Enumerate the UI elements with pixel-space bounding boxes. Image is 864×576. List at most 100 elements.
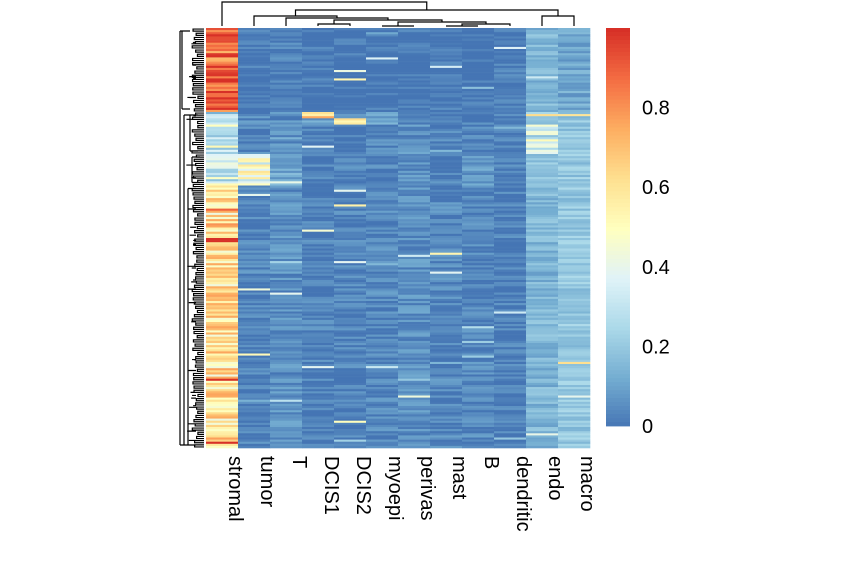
heatmap-cell: [526, 313, 559, 316]
heatmap-cell: [430, 319, 463, 323]
heatmap-cell: [334, 137, 367, 140]
heatmap-cell: [526, 332, 559, 335]
heatmap-cell: [494, 181, 527, 184]
heatmap-cell: [398, 408, 431, 411]
heatmap-cell: [270, 437, 303, 440]
heatmap-cell: [526, 364, 559, 367]
heatmap-cell: [366, 359, 399, 363]
heatmap-cell: [398, 76, 431, 79]
colorbar-segment: [606, 91, 630, 97]
heatmap-cell: [270, 130, 303, 134]
heatmap-cell: [398, 424, 431, 428]
heatmap-cell: [462, 177, 495, 180]
heatmap-cell: [270, 55, 303, 58]
heatmap-cell: [398, 193, 431, 197]
heatmap-cell: [302, 227, 335, 230]
heatmap-cell: [270, 382, 303, 386]
colorbar-segment: [606, 318, 630, 323]
heatmap-cell: [334, 351, 367, 354]
heatmap-cell: [430, 59, 463, 62]
heatmap-cell: [334, 254, 367, 258]
heatmap-cell: [206, 286, 239, 289]
heatmap-cell: [430, 418, 463, 421]
heatmap-cell: [494, 410, 527, 413]
heatmap-cell: [430, 200, 463, 203]
heatmap-cell: [398, 217, 431, 220]
heatmap-cell: [334, 38, 367, 41]
heatmap-cell: [366, 326, 399, 329]
heatmap-cell: [334, 324, 367, 327]
heatmap-cell: [526, 200, 559, 203]
heatmap-cell: [558, 309, 591, 312]
heatmap-cell: [270, 338, 303, 342]
heatmap-cell: [302, 233, 335, 237]
heatmap-cell: [206, 53, 239, 56]
heatmap-cell: [398, 376, 431, 379]
heatmap-cell: [334, 385, 367, 388]
heatmap-cell: [238, 231, 271, 235]
heatmap-cell: [430, 406, 463, 409]
heatmap-cell: [366, 372, 399, 375]
heatmap-cell: [558, 315, 591, 319]
heatmap-cell: [302, 254, 335, 258]
heatmap-cell: [462, 301, 495, 304]
heatmap-cell: [206, 427, 239, 430]
heatmap-cell: [526, 393, 559, 396]
heatmap-cell: [238, 189, 271, 193]
heatmap-cell: [494, 317, 527, 321]
heatmap-cell: [526, 70, 559, 73]
heatmap-cell: [238, 91, 271, 94]
heatmap-cell: [526, 82, 559, 85]
heatmap-cell: [206, 164, 239, 167]
heatmap-cell: [366, 349, 399, 352]
heatmap-cell: [398, 380, 431, 384]
heatmap-cell: [494, 244, 527, 247]
heatmap-cell: [558, 97, 591, 100]
heatmap-cell: [334, 118, 367, 121]
heatmap-cell: [462, 340, 495, 344]
heatmap-cell: [302, 34, 335, 37]
heatmap-cell: [270, 217, 303, 220]
heatmap-cell: [270, 51, 303, 54]
heatmap-cell: [238, 275, 271, 279]
heatmap-cell: [430, 389, 463, 392]
colorbar-segment: [606, 171, 630, 176]
heatmap-cell: [558, 271, 591, 274]
heatmap-cell: [334, 109, 367, 113]
heatmap-cell: [462, 112, 495, 115]
colorbar-segment: [606, 358, 630, 363]
heatmap-cell: [302, 160, 335, 163]
heatmap-cell: [270, 135, 303, 138]
heatmap-cell: [398, 46, 431, 50]
heatmap-cell: [206, 124, 239, 127]
heatmap-cell: [206, 380, 239, 384]
heatmap-cell: [558, 282, 591, 285]
heatmap-cell: [302, 349, 335, 352]
heatmap-cell: [206, 324, 239, 327]
heatmap-cell: [302, 391, 335, 394]
heatmap-cell: [206, 147, 239, 151]
heatmap-cell: [302, 395, 335, 398]
heatmap-cell: [558, 280, 591, 283]
heatmap-cell: [270, 67, 303, 71]
heatmap-cell: [270, 265, 303, 268]
heatmap-cell: [366, 34, 399, 37]
colorbar-tick-label: 0.6: [642, 177, 670, 199]
heatmap-cell: [430, 380, 463, 384]
heatmap-cell: [558, 298, 591, 302]
heatmap-cell: [206, 166, 239, 169]
heatmap-cell: [430, 154, 463, 157]
heatmap-cell: [366, 143, 399, 146]
heatmap-cell: [302, 357, 335, 361]
heatmap-cell: [462, 296, 495, 300]
heatmap-cell: [206, 42, 239, 46]
heatmap-cell: [430, 332, 463, 335]
heatmap-cell: [494, 292, 527, 295]
heatmap-cell: [238, 435, 271, 438]
heatmap-cell: [398, 36, 431, 39]
heatmap-cell: [558, 162, 591, 165]
heatmap-cell: [526, 187, 559, 190]
heatmap-cell: [238, 340, 271, 344]
heatmap-cell: [430, 135, 463, 138]
heatmap-cell: [206, 322, 239, 325]
